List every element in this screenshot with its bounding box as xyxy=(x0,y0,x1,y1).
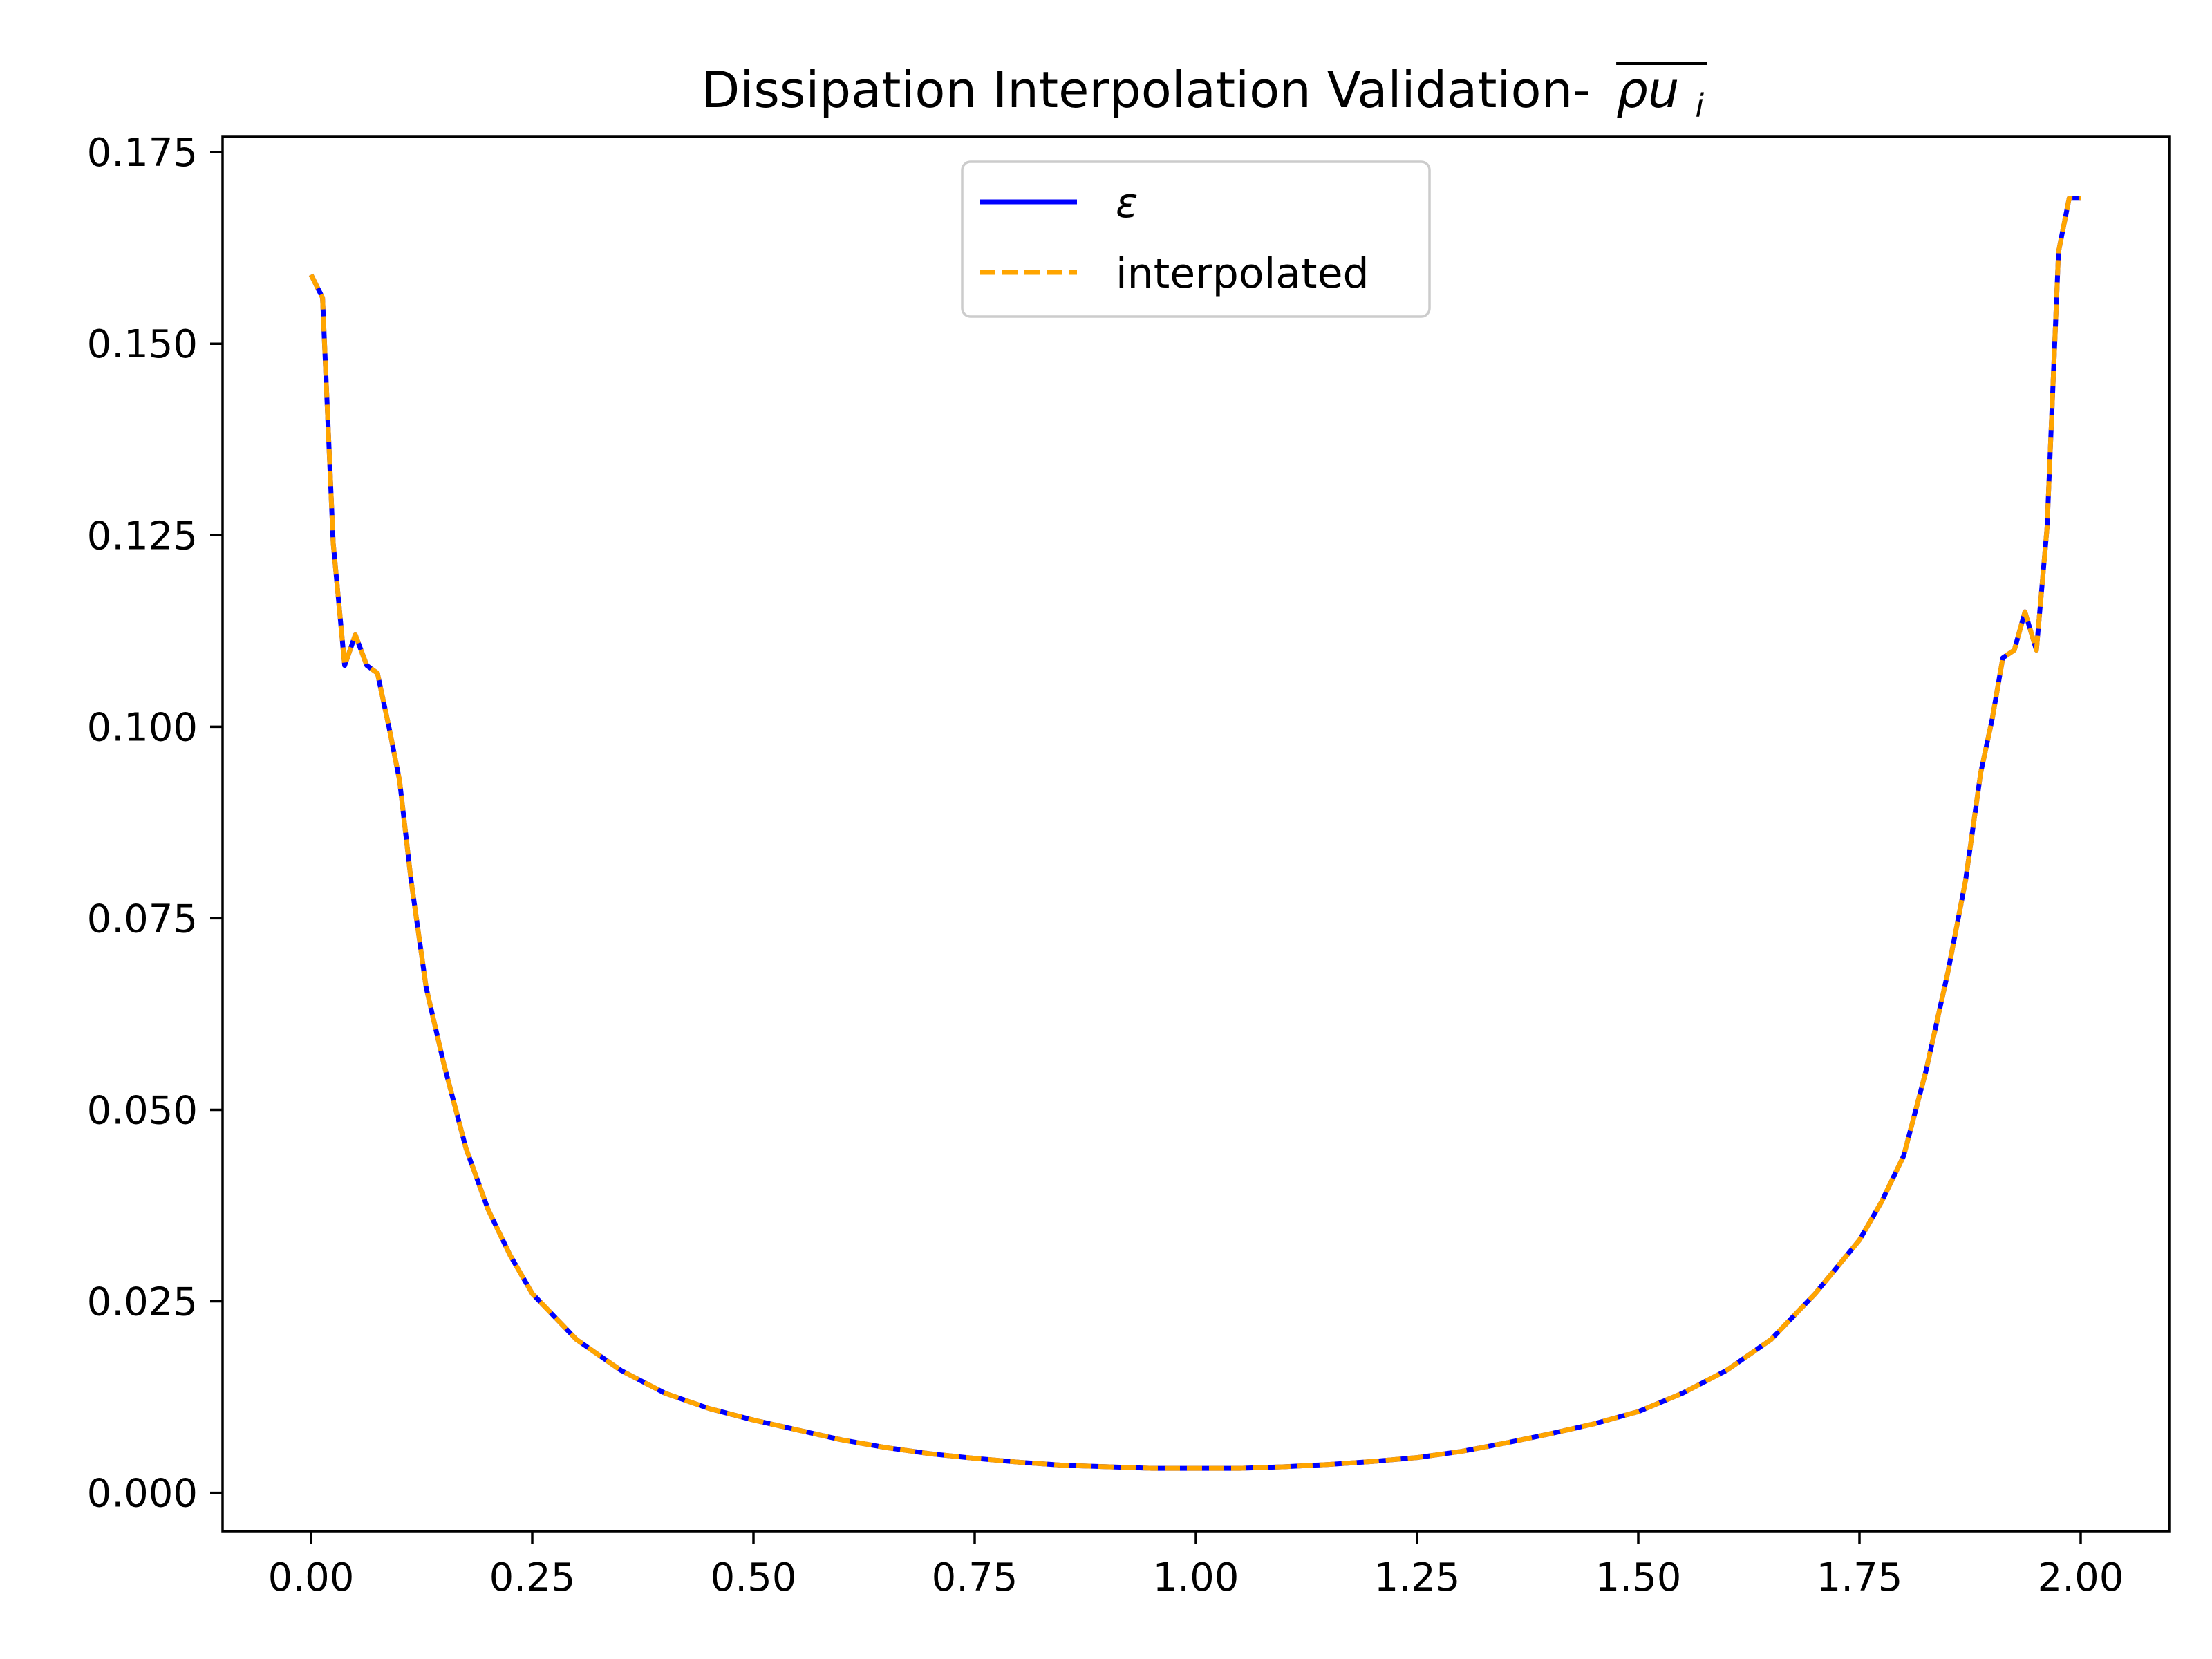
title-math: ρu xyxy=(1616,61,1679,119)
x-tick-label: 2.00 xyxy=(2038,1555,2124,1600)
x-tick-label: 0.75 xyxy=(932,1555,1018,1600)
y-tick-label: 0.075 xyxy=(87,897,198,941)
y-tick-label: 0.000 xyxy=(87,1472,198,1517)
x-tick-label: 1.25 xyxy=(1374,1555,1461,1600)
legend-label: ε xyxy=(1116,179,1138,227)
x-tick-label: 0.25 xyxy=(489,1555,576,1600)
title-text: Dissipation Interpolation Validation- xyxy=(702,61,1591,119)
series-line-interpolated xyxy=(308,196,2081,1471)
legend: ε interpolated xyxy=(961,160,1431,318)
chart-title: Dissipation Interpolation Validation- ρu… xyxy=(702,61,1704,124)
x-tick-label: 0.50 xyxy=(711,1555,797,1600)
x-tick-label: 0.00 xyxy=(268,1555,355,1600)
x-tick-label: 1.00 xyxy=(1153,1555,1239,1600)
y-tick-label: 0.100 xyxy=(87,705,198,750)
x-tick-label: 1.75 xyxy=(1817,1555,1903,1600)
axes: 0.00 0.25 0.50 0.75 1.00 1.25 1.50 1.75 2.00 0.00… xyxy=(87,131,2171,1600)
y-tick-label: 0.175 xyxy=(87,131,198,176)
title-math-subscript: i xyxy=(1695,87,1704,124)
legend-label: interpolated xyxy=(1116,250,1369,298)
y-tick-label: 0.125 xyxy=(87,514,198,559)
plot-area xyxy=(308,196,2081,1471)
y-tick-label: 0.050 xyxy=(87,1088,198,1133)
y-tick-label: 0.150 xyxy=(87,322,198,367)
y-tick-label: 0.025 xyxy=(87,1280,198,1325)
legend-box xyxy=(961,160,1431,318)
x-tick-label: 1.50 xyxy=(1595,1555,1682,1600)
